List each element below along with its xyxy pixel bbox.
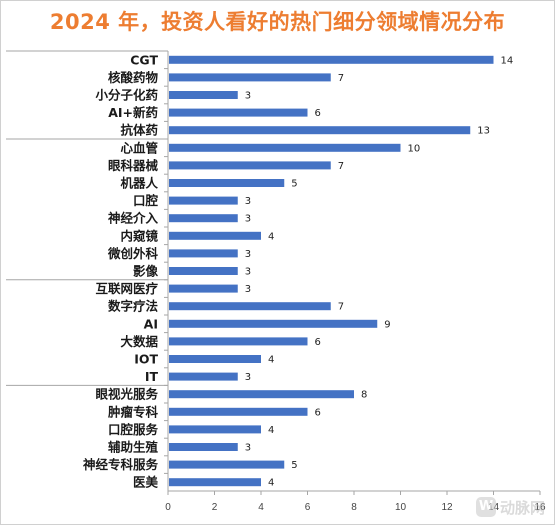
x-tick-label: 16 [534,502,546,513]
data-label: 8 [361,390,367,401]
category-label: 神经介入 [108,211,159,226]
data-label: 3 [245,372,251,383]
bar-17 [169,355,261,363]
category-label: AI [144,316,158,331]
x-tick-label: 8 [351,502,357,513]
watermark: W 动脉网 [475,495,545,519]
bar-14 [169,302,331,311]
data-label: 7 [338,302,344,313]
data-label: 3 [245,443,251,454]
category-label: 眼视光服务 [95,387,158,402]
bar-1 [169,73,331,82]
category-label: 心血管 [120,140,158,155]
bar-5 [169,143,401,152]
data-label: 9 [384,319,390,330]
bar-23 [169,460,285,469]
data-label: 13 [477,126,490,137]
category-label: 抗体药 [120,123,158,138]
data-label: 3 [245,196,251,207]
data-label: 3 [245,267,251,278]
category-label: 医美 [133,475,159,490]
bar-3 [169,108,308,117]
watermark-logo-icon: W [475,497,496,517]
bar-24 [169,478,261,487]
data-label: 3 [245,284,251,295]
data-label: 4 [268,231,274,242]
bar-18 [169,372,238,381]
category-label: 互联网医疗 [95,281,158,296]
data-label: 14 [501,55,514,66]
bar-2 [169,91,238,99]
data-label: 3 [245,91,251,102]
bar-7 [169,179,285,187]
bar-9 [169,214,238,223]
category-label: 口腔 [133,193,159,208]
category-label: IT [145,369,159,384]
category-label: CGT [130,52,158,67]
bar-20 [169,407,308,416]
x-tick-label: 4 [258,502,264,513]
bar-6 [169,161,331,170]
bar-13 [169,284,238,293]
bar-4 [169,126,471,135]
category-label: 机器人 [120,176,158,191]
category-label: 辅助生殖 [108,440,159,455]
category-label: 肿瘤专科 [108,404,159,419]
bar-10 [169,231,261,240]
bar-19 [169,390,354,399]
bar-0 [169,55,494,64]
bar-12 [169,267,238,275]
bar-22 [169,443,238,451]
data-label: 5 [291,179,297,190]
data-label: 5 [291,460,297,471]
data-label: 6 [315,108,321,119]
data-label: 3 [245,214,251,225]
data-label: 7 [338,73,344,84]
bar-8 [169,196,238,205]
category-label: 影像 [133,264,159,279]
x-tick-label: 10 [395,502,407,513]
bar-21 [169,425,261,434]
data-label: 10 [408,143,421,154]
category-label: 神经专科服务 [83,457,159,472]
category-label: 口腔服务 [108,422,159,437]
category-label: IOT [134,352,158,367]
category-label: 微创外科 [107,246,159,261]
category-label: 核酸药物 [108,70,159,85]
data-label: 4 [268,355,274,366]
data-label: 7 [338,161,344,172]
data-label: 4 [268,425,274,436]
category-label: 小分子化药 [94,88,158,103]
x-tick-label: 0 [165,502,171,513]
data-label: 6 [315,407,321,418]
data-label: 4 [268,478,274,489]
bar-16 [169,337,308,346]
watermark-text: 动脉网 [499,498,545,517]
data-label: 3 [245,249,251,260]
x-tick-label: 6 [305,502,311,513]
bar-11 [169,249,238,258]
category-label: 大数据 [120,334,158,349]
x-tick-label: 2 [212,502,218,513]
category-label: 数字疗法 [107,299,159,314]
chart-title: 2024 年，投资人看好的热门细分领域情况分布 [49,10,506,34]
category-label: 眼科器械 [108,158,159,173]
x-tick-label: 12 [441,502,453,513]
bar-15 [169,319,378,328]
category-label: AI+新药 [108,105,158,120]
data-label: 6 [315,337,321,348]
category-label: 内窥镜 [120,228,158,243]
